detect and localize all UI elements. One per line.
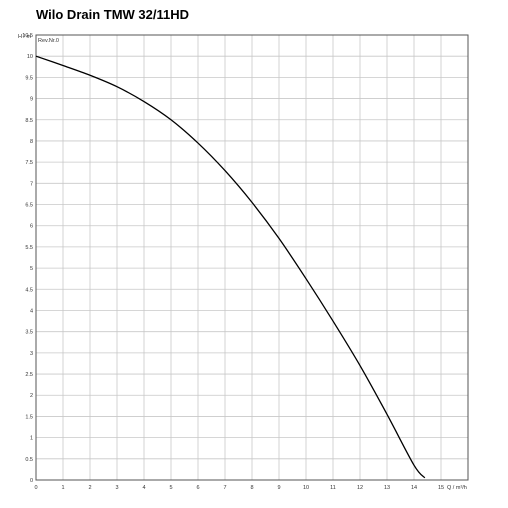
y-tick-label: 3 xyxy=(30,351,33,357)
y-tick-label: 9 xyxy=(30,97,33,103)
x-tick-label: 12 xyxy=(357,485,363,491)
y-tick-labels: 0 0.5 1 1.5 2 2.5 3 3.5 4 4.5 5 5.5 6 6.5 7 7.5 8 8.5 9 9.5… xyxy=(22,33,33,484)
x-tick-label: 8 xyxy=(250,485,253,491)
x-tick-labels: 0 1 2 3 4 5 6 7 8 9 10 11 12 13 14 15 xyxy=(34,485,444,491)
x-tick-label: 14 xyxy=(411,485,417,491)
y-tick-label: 10.5 xyxy=(22,33,33,39)
y-tick-label: 3.5 xyxy=(25,330,33,336)
y-tick-label: 5 xyxy=(30,266,33,272)
grid xyxy=(35,34,469,481)
legend-label: Rev.Nr.0 xyxy=(38,38,59,44)
y-tick-label: 4.5 xyxy=(25,287,33,293)
x-tick-label: 3 xyxy=(115,485,118,491)
x-tick-label: 5 xyxy=(169,485,172,491)
series-line xyxy=(35,55,426,479)
x-tick-label: 1 xyxy=(61,485,64,491)
x-tick-label: 7 xyxy=(223,485,226,491)
y-tick-label: 10 xyxy=(27,54,33,60)
x-tick-label: 10 xyxy=(303,485,309,491)
y-tick-label: 1.5 xyxy=(25,414,33,420)
x-tick-label: 4 xyxy=(142,485,145,491)
x-tick-label: 11 xyxy=(330,485,336,491)
y-tick-label: 8 xyxy=(30,139,33,145)
y-tick-label: 1 xyxy=(30,436,33,442)
x-tick-label: 15 xyxy=(438,485,444,491)
y-tick-label: 2.5 xyxy=(25,372,33,378)
y-tick-label: 0.5 xyxy=(25,457,33,463)
x-axis-label: Q / m³/h xyxy=(447,485,467,491)
y-tick-label: 7.5 xyxy=(25,160,33,166)
x-tick-label: 6 xyxy=(196,485,199,491)
x-tick-label: 2 xyxy=(88,485,91,491)
chart-title: Wilo Drain TMW 32/11HD xyxy=(36,7,190,22)
y-tick-label: 5.5 xyxy=(25,245,33,251)
y-axis-label: H / m xyxy=(18,34,32,40)
y-tick-label: 7 xyxy=(30,181,33,187)
x-tick-label: 9 xyxy=(277,485,280,491)
y-tick-label: 2 xyxy=(30,393,33,399)
y-tick-label: 6.5 xyxy=(25,203,33,209)
y-tick-label: 0 xyxy=(30,478,33,484)
plot-frame xyxy=(35,34,469,481)
y-tick-label: 6 xyxy=(30,224,33,230)
y-tick-label: 8.5 xyxy=(25,118,33,124)
x-tick-label: 13 xyxy=(384,485,390,491)
y-tick-label: 4 xyxy=(30,308,33,314)
x-tick-label: 0 xyxy=(34,485,37,491)
y-tick-label: 9.5 xyxy=(25,75,33,81)
